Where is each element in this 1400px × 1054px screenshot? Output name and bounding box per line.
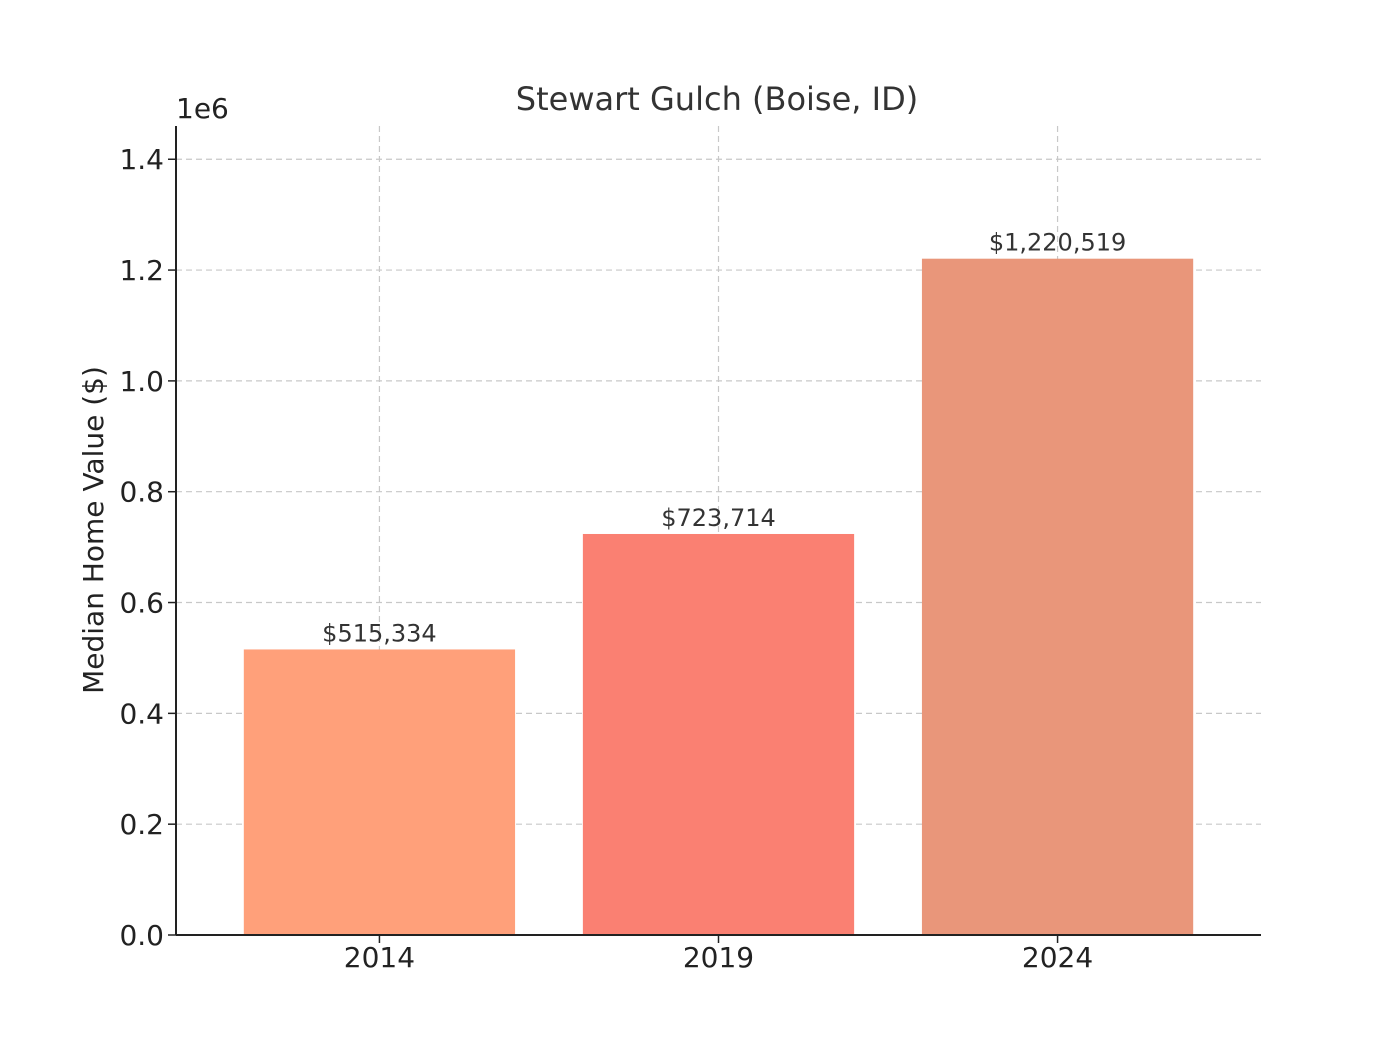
data-label-2014: $515,334 [322,619,437,647]
bar-2014 [243,649,516,935]
y-tick-label: 1.2 [119,254,164,287]
data-label-2019: $723,714 [661,504,776,532]
y-tick-label: 0.8 [119,476,164,509]
y-tick-label: 0.4 [119,697,164,730]
labels-layer: 0.0 0.2 0.4 0.6 0.8 1.0 1.2 1.4 2014 $515,334 2019… [119,143,1126,974]
y-axis-offset-label: 1e6 [176,92,229,125]
y-tick-label: 0.0 [119,919,164,952]
y-tick-label: 1.0 [119,365,164,398]
bar-2024 [921,258,1194,935]
y-tick-label: 1.4 [119,143,164,176]
bar-2019 [582,533,855,935]
x-tick-label: 2024 [1022,941,1093,974]
bars-layer [243,258,1194,935]
y-tick-label: 0.2 [119,808,164,841]
data-label-2024: $1,220,519 [989,229,1126,257]
x-tick-label: 2019 [683,941,754,974]
x-tick-label: 2014 [344,941,415,974]
y-axis-label: Median Home Value ($) [77,366,110,694]
chart-title: Stewart Gulch (Boise, ID) [516,80,918,118]
y-tick-label: 0.6 [119,587,164,620]
axes-layer [168,126,1261,943]
